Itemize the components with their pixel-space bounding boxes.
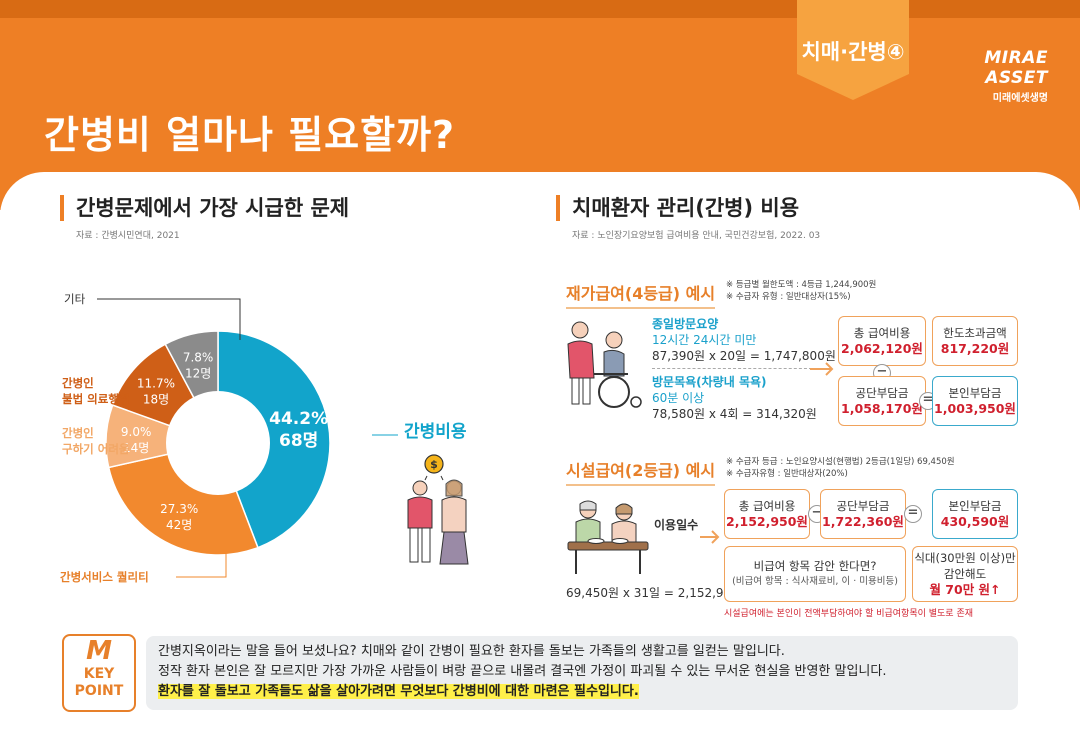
full-day-care-title: 종일방문요양 xyxy=(652,317,719,331)
home-public-label: 공단부담금 xyxy=(855,386,909,400)
usage-days-label: 이용일수 xyxy=(654,518,699,532)
bath-sub: 60분 이상 xyxy=(652,391,705,405)
label-etc: 기타 xyxy=(64,292,86,306)
facility-calc: 69,450원 x 31일 = 2,152,950원 xyxy=(566,586,750,600)
brand-name-ko: 미래에셋생명 xyxy=(992,93,1048,104)
dining-illustration xyxy=(567,500,649,574)
home-care-block: 종일방문요양 12시간 24시간 미만 87,390원 x 20일 = 1,74… xyxy=(652,316,836,364)
facility-public-label: 공단부담금 xyxy=(836,499,890,513)
label-illegal: 간병인 불법 의료행위 xyxy=(62,375,129,407)
right-section-title: 치매환자 관리(간병) 비용 xyxy=(556,195,799,221)
arrow-icon xyxy=(810,362,834,376)
wheelchair-illustration xyxy=(567,321,642,408)
label-hard-line2: 구하기 어려움 xyxy=(62,442,130,456)
key-point-section: M KEY POINT 간병지옥이라는 말을 들어 보셨나요? 치매와 같이 간… xyxy=(62,634,1018,712)
facility-self-label: 본인부담금 xyxy=(948,499,1002,513)
key-point-text-box: 간병지옥이라는 말을 들어 보셨나요? 치매와 같이 간병이 필요한 환자를 돌… xyxy=(146,636,1018,710)
facility-total-amount: 2,152,950원 xyxy=(726,514,808,529)
home-public-amount: 1,058,170원 xyxy=(841,401,923,416)
left-section-source: 자료 : 간병시민연대, 2021 xyxy=(76,231,180,241)
facility-self-amount: 430,590원 xyxy=(940,514,1010,529)
home-care-note-2: ※ 수급자 유형 : 일반대상자(15%) xyxy=(726,292,851,302)
label-cost: 간병비용 xyxy=(404,422,467,442)
nonpay-line-2: (비급여 항목 : 식사재료비, 이 · 미용비등) xyxy=(732,576,898,587)
label-illegal-line1: 간병인 xyxy=(62,376,94,390)
facility-note-1: ※ 수급자 등급 : 노인요양시설(현행법) 2등급(1일당) 69,450원 xyxy=(726,457,955,467)
facility-note-2: ※ 수급자유형 : 일반대상자(20%) xyxy=(726,469,848,479)
facility-self-box: 본인부담금 430,590원 xyxy=(932,489,1018,539)
home-care-notes: ※ 등급별 월한도액 : 4등급 1,244,900원 ※ 수급자 유형 : 일… xyxy=(726,279,876,303)
full-day-care-sub: 12시간 24시간 미만 xyxy=(652,333,757,347)
key-point-line-2: 정작 환자 본인은 잘 모르지만 가장 가까운 사람들이 벼랑 끝으로 내몰려 … xyxy=(158,664,887,679)
key-point-badge: M KEY POINT xyxy=(62,634,136,712)
home-care-heading: 재가급여(4등급) 예시 xyxy=(566,280,716,309)
key-point-line-1: 간병지옥이라는 말을 들어 보셨나요? 치매와 같이 간병이 필요한 환자를 돌… xyxy=(158,644,785,659)
label-quality: 간병서비스 퀄리티 xyxy=(60,570,149,584)
worried-couple-illustration: $ xyxy=(407,454,469,565)
bath-calc: 78,580원 x 4회 = 314,320원 xyxy=(652,407,817,421)
home-self-box: 본인부담금 1,003,950원 xyxy=(932,376,1018,426)
series-tab-label: 치매·간병④ xyxy=(801,40,905,64)
home-care-divider xyxy=(652,368,812,369)
header-strip xyxy=(0,0,1080,18)
home-excess-amount: 817,220원 xyxy=(940,341,1010,356)
facility-public-box: 공단부담금 1,722,360원 xyxy=(820,489,906,539)
home-total-amount: 2,062,120원 xyxy=(841,341,923,356)
brand-logo: MIRAE ASSET 미래에셋생명 xyxy=(918,48,1048,104)
home-public-box: 공단부담금 1,058,170원 xyxy=(838,376,926,426)
key-point-point: POINT xyxy=(74,683,124,699)
brand-name-en: MIRAE ASSET xyxy=(984,48,1048,88)
home-excess-label: 한도초과금액 xyxy=(943,326,1007,340)
meal-line-1: 식대(30만원 이상)만 xyxy=(914,551,1016,565)
home-self-label: 본인부담금 xyxy=(948,386,1002,400)
bath-block: 방문목욕(차량내 목욕) 60분 이상 78,580원 x 4회 = 314,3… xyxy=(652,374,817,422)
meal-amount: 월 70만 원↑ xyxy=(929,582,1001,597)
home-self-amount: 1,003,950원 xyxy=(934,401,1016,416)
facility-heading: 시설급여(2등급) 예시 xyxy=(566,457,716,486)
facility-footnote: 시설급여에는 본인이 전액부담하여야 할 비급여항목이 별도로 존재 xyxy=(724,609,974,619)
right-section-source: 자료 : 노인장기요양보험 급여비용 안내, 국민건강보험, 2022. 03 xyxy=(572,231,821,241)
meal-box: 식대(30만원 이상)만 감안해도 월 70만 원↑ xyxy=(912,546,1018,602)
facility-public-amount: 1,722,360원 xyxy=(822,514,904,529)
label-hard-line1: 간병인 xyxy=(62,426,94,440)
key-point-logo: M xyxy=(86,636,112,666)
page-title: 간병비 얼마나 필요할까? xyxy=(44,113,456,157)
key-point-line-3: 환자를 잘 돌보고 가족들도 삶을 살아가려면 무엇보다 간병비에 대한 마련은… xyxy=(158,684,639,699)
home-care-note-1: ※ 등급별 월한도액 : 4등급 1,244,900원 xyxy=(726,280,877,290)
home-total-box: 총 급여비용 2,062,120원 xyxy=(838,316,926,366)
left-section-title: 간병문제에서 가장 시급한 문제 xyxy=(60,195,349,221)
label-hard: 간병인 구하기 어려움 xyxy=(62,425,129,457)
arrow-icon-2 xyxy=(700,530,720,544)
bath-title: 방문목욕(차량내 목욕) xyxy=(652,375,767,389)
label-illegal-line2: 불법 의료행위 xyxy=(62,392,130,406)
facility-notes: ※ 수급자 등급 : 노인요양시설(현행법) 2등급(1일당) 69,450원 … xyxy=(726,456,955,480)
home-excess-box: 한도초과금액 817,220원 xyxy=(932,316,1018,366)
nonpay-box: 비급여 항목 감안 한다면? (비급여 항목 : 식사재료비, 이 · 미용비등… xyxy=(724,546,906,602)
svg-text:$: $ xyxy=(430,458,438,471)
nonpay-line-1: 비급여 항목 감안 한다면? xyxy=(753,559,877,573)
key-point-key: KEY xyxy=(83,666,115,682)
facility-total-box: 총 급여비용 2,152,950원 xyxy=(724,489,810,539)
meal-line-2: 감안해도 xyxy=(943,567,987,581)
home-total-label: 총 급여비용 xyxy=(853,326,911,340)
full-day-care-calc: 87,390원 x 20일 = 1,747,800원 xyxy=(652,349,836,363)
facility-equals-icon: = xyxy=(904,505,922,523)
facility-total-label: 총 급여비용 xyxy=(738,499,796,513)
